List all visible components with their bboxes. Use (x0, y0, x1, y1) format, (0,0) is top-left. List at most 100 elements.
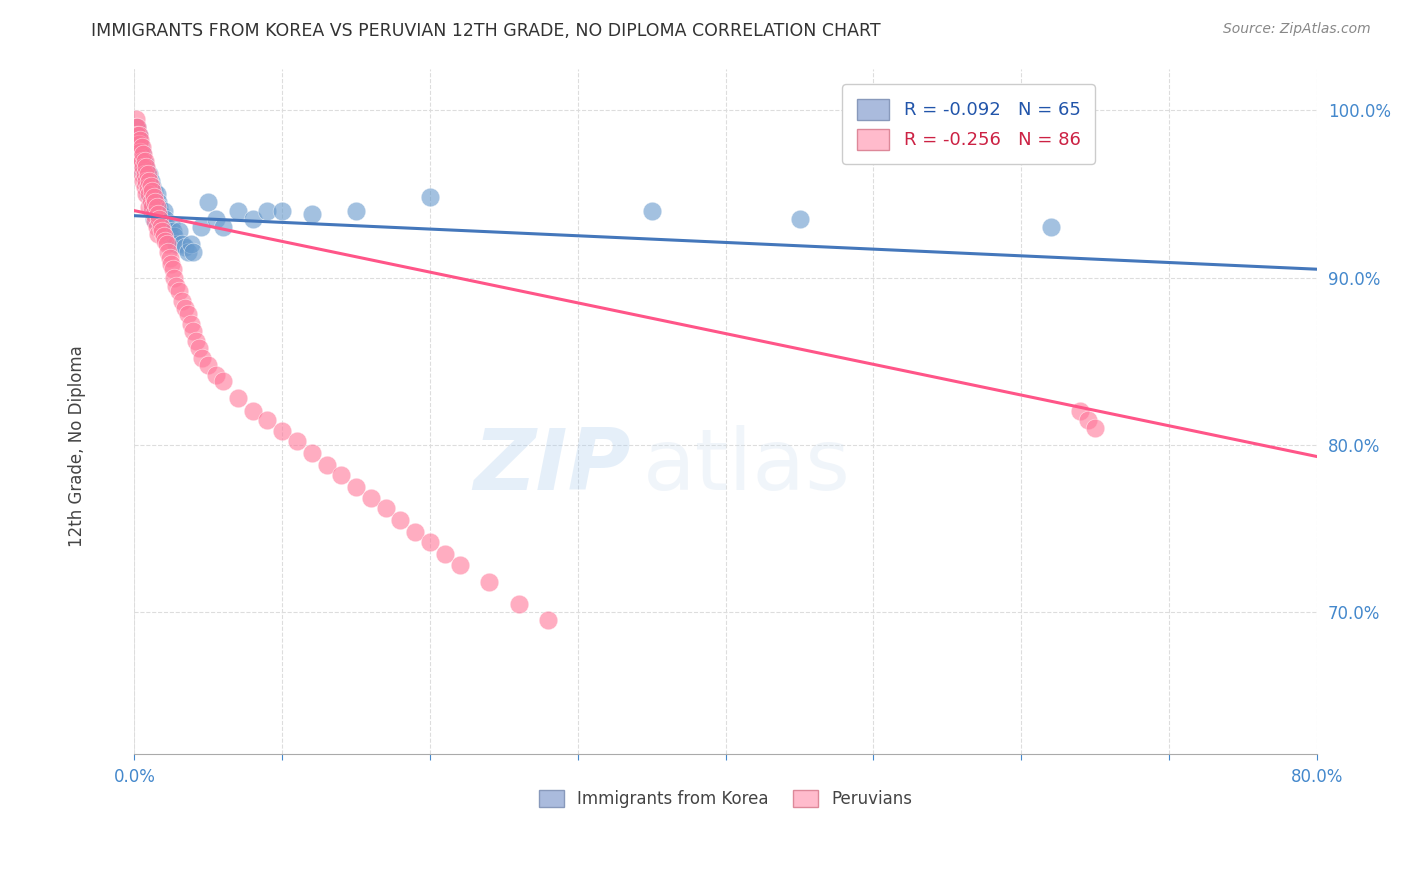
Point (190, 220, 212, 235)
Point (138, 167, 160, 181)
Point (141, 200, 163, 214)
Point (141, 184, 163, 198)
Point (188, 341, 211, 355)
Point (183, 245, 205, 260)
Point (127, 128, 149, 143)
Point (125, 120, 148, 134)
Point (163, 228, 186, 243)
Point (134, 180, 156, 194)
Point (145, 200, 167, 214)
Point (641, 203, 664, 218)
Point (197, 358, 219, 372)
Point (135, 173, 157, 187)
Point (142, 212, 165, 227)
Point (256, 203, 278, 218)
Point (157, 245, 180, 260)
Legend: Immigrants from Korea, Peruvians: Immigrants from Korea, Peruvians (531, 783, 920, 814)
Point (128, 150, 150, 164)
Point (143, 190, 166, 204)
Point (141, 178, 163, 193)
Point (478, 574, 501, 589)
Point (165, 279, 187, 293)
Point (129, 153, 152, 168)
Point (170, 237, 193, 252)
Point (129, 157, 152, 171)
Point (132, 160, 155, 174)
Point (167, 284, 190, 298)
Point (160, 257, 183, 271)
Point (204, 212, 226, 227)
Point (125, 112, 148, 126)
Point (128, 128, 150, 143)
Point (131, 140, 153, 154)
Point (132, 146, 155, 161)
Point (1077, 413, 1099, 427)
Point (159, 251, 181, 265)
Point (146, 227, 169, 241)
Point (212, 220, 235, 235)
Point (131, 153, 153, 168)
Point (374, 501, 396, 516)
Point (138, 184, 160, 198)
Point (149, 220, 172, 235)
Point (404, 524, 426, 539)
Point (142, 207, 165, 221)
Point (197, 195, 219, 210)
Point (155, 212, 177, 227)
Point (315, 458, 337, 472)
Point (138, 186, 160, 201)
Point (180, 318, 202, 332)
Point (125, 128, 148, 143)
Point (136, 167, 159, 181)
Point (162, 224, 184, 238)
Point (142, 184, 165, 198)
Point (152, 212, 174, 227)
Point (135, 160, 157, 174)
Point (285, 434, 308, 449)
Point (173, 301, 195, 315)
Point (134, 157, 156, 171)
Point (132, 153, 155, 168)
Point (173, 240, 195, 254)
Point (146, 195, 169, 210)
Point (136, 170, 159, 185)
Point (134, 167, 156, 181)
Point (129, 136, 152, 151)
Point (301, 207, 323, 221)
Point (139, 195, 162, 210)
Point (159, 228, 181, 243)
Point (132, 173, 155, 187)
Point (153, 228, 176, 243)
Point (242, 212, 264, 227)
Point (134, 170, 156, 185)
Point (127, 128, 149, 143)
Point (163, 270, 186, 285)
Point (170, 293, 193, 308)
Text: 12th Grade, No Diploma: 12th Grade, No Diploma (69, 345, 86, 547)
Point (389, 513, 412, 527)
Point (183, 324, 205, 338)
Point (256, 413, 278, 427)
Point (127, 120, 149, 134)
Point (138, 173, 160, 187)
Text: ZIP: ZIP (474, 425, 631, 508)
Point (167, 224, 190, 238)
Point (433, 547, 456, 561)
Point (132, 161, 155, 176)
Point (360, 491, 382, 506)
Point (141, 203, 163, 218)
Point (143, 195, 166, 210)
Point (131, 145, 153, 160)
Point (134, 153, 156, 168)
Point (537, 614, 560, 628)
Point (146, 207, 169, 221)
Point (1084, 421, 1107, 435)
Point (344, 203, 367, 218)
Point (204, 368, 226, 382)
Text: IMMIGRANTS FROM KOREA VS PERUVIAN 12TH GRADE, NO DIPLOMA CORRELATION CHART: IMMIGRANTS FROM KOREA VS PERUVIAN 12TH G… (91, 22, 882, 40)
Point (1069, 404, 1091, 418)
Point (131, 153, 153, 168)
Point (135, 173, 157, 187)
Point (127, 120, 149, 134)
Point (344, 480, 367, 494)
